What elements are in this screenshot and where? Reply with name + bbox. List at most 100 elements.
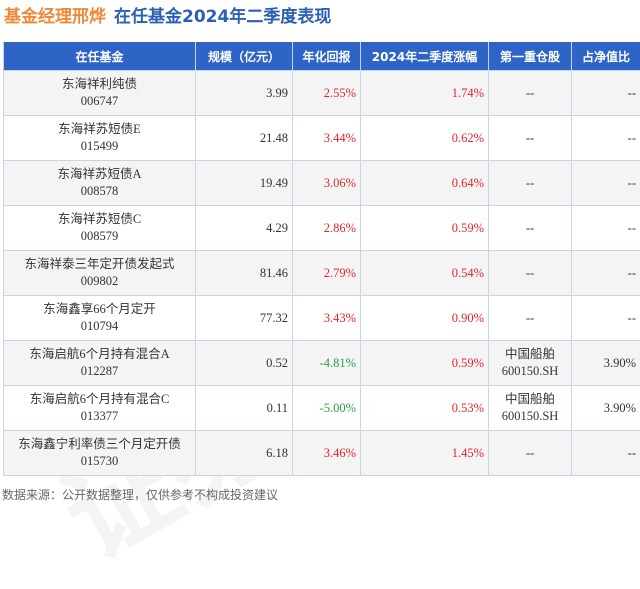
annual-return-cell: 3.06% xyxy=(293,161,361,206)
q2-change-cell: 0.59% xyxy=(361,206,489,251)
top-holding-cell: -- xyxy=(489,251,572,296)
annual-return-cell: 2.86% xyxy=(293,206,361,251)
weight-cell: -- xyxy=(572,206,640,251)
table-row: 东海启航6个月持有混合A 012287 0.52-4.81%0.59% 中国船舶 600… xyxy=(4,341,640,386)
top-holding-name: -- xyxy=(526,176,534,190)
fund-name: 东海祥苏短债E xyxy=(58,122,141,136)
top-holding-cell: -- xyxy=(489,296,572,341)
scale-cell: 81.46 xyxy=(196,251,293,296)
annual-return-cell: -4.81% xyxy=(293,341,361,386)
q2-change-cell: 0.62% xyxy=(361,116,489,161)
fund-cell: 东海祥苏短债E 015499 xyxy=(4,116,196,161)
top-holding-name: -- xyxy=(526,446,534,460)
col-header-q2-change: 2024年二季度涨幅 xyxy=(361,42,489,71)
q2-change-cell: 0.54% xyxy=(361,251,489,296)
q2-change-cell: 0.90% xyxy=(361,296,489,341)
data-source-note: 数据来源：公开数据整理，仅供参考不构成投资建议 xyxy=(2,486,278,503)
top-holding-cell: 中国船舶 600150.SH xyxy=(489,341,572,386)
top-holding-name: -- xyxy=(526,221,534,235)
top-holding-cell: -- xyxy=(489,431,572,476)
weight-cell: -- xyxy=(572,431,640,476)
fund-code: 010794 xyxy=(81,319,119,333)
top-holding-name: -- xyxy=(526,311,534,325)
top-holding-cell: -- xyxy=(489,161,572,206)
fund-cell: 东海祥泰三年定开债发起式 009802 xyxy=(4,251,196,296)
q2-change-cell: 1.74% xyxy=(361,71,489,116)
annual-return-cell: -5.00% xyxy=(293,386,361,431)
top-holding-code: 600150.SH xyxy=(502,409,559,423)
fund-cell: 东海鑫宁利率债三个月定开债 015730 xyxy=(4,431,196,476)
annual-return-cell: 2.55% xyxy=(293,71,361,116)
weight-cell: -- xyxy=(572,161,640,206)
table-header-row: 在任基金 规模（亿元） 年化回报 2024年二季度涨幅 第一重仓股 占净值比 xyxy=(4,42,640,71)
title-manager: 基金经理邢烨 xyxy=(4,7,106,27)
weight-cell: -- xyxy=(572,296,640,341)
q2-change-cell: 0.53% xyxy=(361,386,489,431)
fund-cell: 东海祥苏短债C 008579 xyxy=(4,206,196,251)
fund-code: 008578 xyxy=(81,184,119,198)
col-header-weight: 占净值比 xyxy=(572,42,640,71)
fund-name: 东海祥苏短债A xyxy=(57,167,141,181)
top-holding-cell: -- xyxy=(489,206,572,251)
fund-cell: 东海启航6个月持有混合A 012287 xyxy=(4,341,196,386)
fund-name: 东海祥利纯债 xyxy=(62,77,137,91)
top-holding-cell: 中国船舶 600150.SH xyxy=(489,386,572,431)
fund-table: 在任基金 规模（亿元） 年化回报 2024年二季度涨幅 第一重仓股 占净值比 东… xyxy=(3,42,640,476)
top-holding-code: 600150.SH xyxy=(502,364,559,378)
scale-cell: 19.49 xyxy=(196,161,293,206)
top-holding-name: -- xyxy=(526,86,534,100)
weight-cell: -- xyxy=(572,251,640,296)
top-holding-name: 中国船舶 xyxy=(505,392,555,406)
scale-cell: 77.32 xyxy=(196,296,293,341)
top-holding-cell: -- xyxy=(489,116,572,161)
top-holding-name: 中国船舶 xyxy=(505,347,555,361)
fund-name: 东海鑫宁利率债三个月定开债 xyxy=(18,437,181,451)
fund-name: 东海祥苏短债C xyxy=(58,212,141,226)
top-holding-cell: -- xyxy=(489,71,572,116)
fund-name: 东海启航6个月持有混合A xyxy=(29,347,169,361)
fund-code: 009802 xyxy=(81,274,119,288)
col-header-fund: 在任基金 xyxy=(4,42,196,71)
q2-change-cell: 0.59% xyxy=(361,341,489,386)
top-holding-name: -- xyxy=(526,131,534,145)
fund-name: 东海鑫享66个月定开 xyxy=(43,302,156,316)
title-subject: 在任基金2024年二季度表现 xyxy=(114,7,331,27)
scale-cell: 4.29 xyxy=(196,206,293,251)
fund-code: 008579 xyxy=(81,229,119,243)
scale-cell: 0.11 xyxy=(196,386,293,431)
annual-return-cell: 3.44% xyxy=(293,116,361,161)
top-holding-name: -- xyxy=(526,266,534,280)
fund-cell: 东海祥利纯债 006747 xyxy=(4,71,196,116)
fund-code: 015730 xyxy=(81,454,119,468)
fund-cell: 东海鑫享66个月定开 010794 xyxy=(4,296,196,341)
col-header-top-holding: 第一重仓股 xyxy=(489,42,572,71)
page-title: 基金经理邢烨在任基金2024年二季度表现 xyxy=(4,4,331,30)
annual-return-cell: 2.79% xyxy=(293,251,361,296)
fund-name: 东海祥泰三年定开债发起式 xyxy=(24,257,174,271)
col-header-annual-return: 年化回报 xyxy=(293,42,361,71)
fund-name: 东海启航6个月持有混合C xyxy=(30,392,170,406)
annual-return-cell: 3.46% xyxy=(293,431,361,476)
weight-cell: -- xyxy=(572,71,640,116)
scale-cell: 0.52 xyxy=(196,341,293,386)
col-header-scale: 规模（亿元） xyxy=(196,42,293,71)
weight-cell: 3.90% xyxy=(572,386,640,431)
fund-code: 012287 xyxy=(81,364,119,378)
fund-code: 006747 xyxy=(81,94,119,108)
scale-cell: 21.48 xyxy=(196,116,293,161)
scale-cell: 3.99 xyxy=(196,71,293,116)
q2-change-cell: 0.64% xyxy=(361,161,489,206)
q2-change-cell: 1.45% xyxy=(361,431,489,476)
fund-cell: 东海祥苏短债A 008578 xyxy=(4,161,196,206)
fund-code: 015499 xyxy=(81,139,119,153)
annual-return-cell: 3.43% xyxy=(293,296,361,341)
